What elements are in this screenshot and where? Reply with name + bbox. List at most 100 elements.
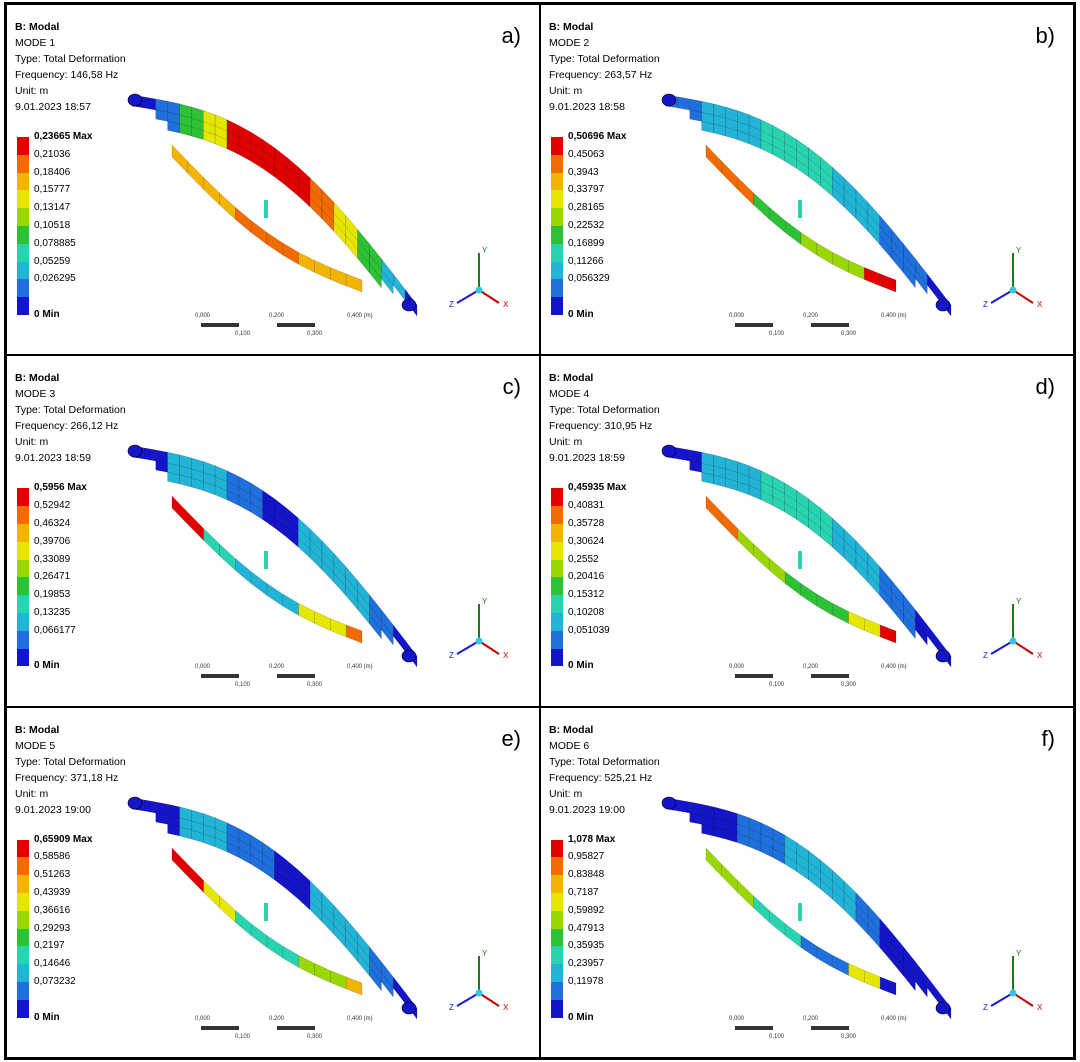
legend-value: 0,05259 [34,255,71,267]
scale-bar: 0,000 0,200 0,400 (m) 0,100 0,300 [721,307,951,337]
scale-tick-label: 0,400 (m) [881,664,907,671]
unit-label: Unit: m [549,85,583,97]
z-axis-label: Z [449,651,454,660]
legend-swatch [17,648,29,667]
panel-letter: a) [501,23,521,48]
scale-tick-label: 0,100 [235,682,251,689]
scale-tick-label: 0,300 [307,331,323,337]
center-bolt [798,902,802,921]
axis-triad: Y X Z [449,597,509,660]
spring-leaf-segment [143,96,156,111]
legend-swatch [17,243,29,262]
spring-eye [127,445,143,458]
scale-tick-label: 0,400 (m) [347,313,373,319]
scale-tick-label: 0,200 [803,664,819,671]
scale-segment [811,674,849,679]
scale-segment [201,323,239,327]
z-axis-label: Z [983,300,988,309]
type-label: Type: Total Deformation [549,404,660,417]
x-axis-label: X [503,300,509,309]
lower-leaf-segment [879,273,897,293]
panel-letter: b) [1035,23,1055,48]
spring-model [127,93,418,317]
mode-panel-4: B: Modal MODE 4 Type: Total Deformation Fre… [540,355,1074,707]
legend-swatch [551,137,563,155]
y-axis-label: Y [1016,246,1022,255]
lower-leaf-segment [171,144,189,175]
x-axis-label: X [1037,300,1043,309]
mode-label: MODE 2 [549,37,590,49]
date-label: 9.01.2023 18:58 [549,101,625,113]
lower-leaf-segment [330,618,347,638]
legend-swatch [551,648,563,667]
lower-leaf-segment [816,593,833,617]
lower-leaf-segment [848,260,865,280]
lower-leaf-segment [784,220,802,246]
lower-leaf-segment [345,624,363,644]
lower-leaf-segment [330,267,347,287]
scale-tick-label: 0,300 [307,1033,323,1040]
scale-tick-label: 0,100 [769,1033,785,1040]
triad-origin [475,286,483,294]
scale-tick-label: 0,000 [195,313,211,319]
legend-swatch [551,154,563,173]
scale-tick-label: 0,200 [269,664,285,671]
lower-leaf-segment [187,160,204,191]
scale-segment [735,674,773,679]
scale-tick-label: 0,200 [269,313,285,319]
legend-swatch [17,839,29,858]
lower-leaf-segment [753,894,770,923]
lower-leaf-segment [721,863,738,893]
lower-leaf-segment [219,192,236,220]
legend-swatch [17,225,29,244]
legend-value: 0,29293 [34,922,71,934]
spring-model [661,93,952,317]
lower-leaf-segment [879,976,897,996]
scale-tick-label: 0,100 [769,682,785,689]
spring-eye [661,445,677,458]
legend-value: 0,59892 [568,904,605,916]
scale-tick-label: 0,300 [307,682,323,689]
legend-swatch [17,928,29,947]
legend-value: 0,46324 [34,517,71,529]
spring-leaf-segment [167,803,180,818]
lower-leaf-segment [753,543,770,572]
legend-value: 0,066177 [34,624,76,636]
legend-swatch [17,208,29,226]
legend-swatch [551,523,563,542]
frequency-label: Frequency: 525,21 Hz [549,771,653,784]
scale-segment [277,323,315,327]
triad-origin [475,637,483,645]
scale-tick-label: 0,300 [841,331,857,337]
legend-swatch [17,523,29,542]
lower-leaf-segment [298,954,315,976]
spring-eye [401,298,417,312]
spring-leaf-segment [393,273,406,302]
legend-swatch [551,297,563,315]
type-label: Type: Total Deformation [15,755,126,768]
lower-leaf-segment [848,962,865,983]
legend-swatch [551,190,563,209]
legend-swatch [551,243,563,262]
legend-value: 0,28165 [568,202,605,214]
panel-title: B: Modal [549,723,594,736]
legend-value: 0,21036 [34,148,71,160]
lower-leaf-segment [832,603,849,625]
legend-swatch [551,488,563,507]
spring-leaf-segment [167,100,180,116]
lower-leaf-segment [250,220,268,246]
spring-leaf-segment [143,447,156,462]
legend-value: 0,51263 [34,869,71,881]
lower-leaf-segment [832,954,849,976]
z-axis-arrow [456,289,480,304]
axis-triad: Y X Z [983,597,1043,660]
legend-value: 0,20416 [568,571,605,583]
x-axis-label: X [503,651,509,660]
lower-leaf-segment [784,571,802,597]
legend-value: 0,50696 Max [568,131,627,142]
spring-leaf-segment [155,801,168,816]
legend-value: 0,11266 [568,255,604,267]
lower-leaf-segment [298,251,315,273]
legend-value: 0,14646 [34,958,71,970]
lower-leaf-segment [171,495,189,526]
